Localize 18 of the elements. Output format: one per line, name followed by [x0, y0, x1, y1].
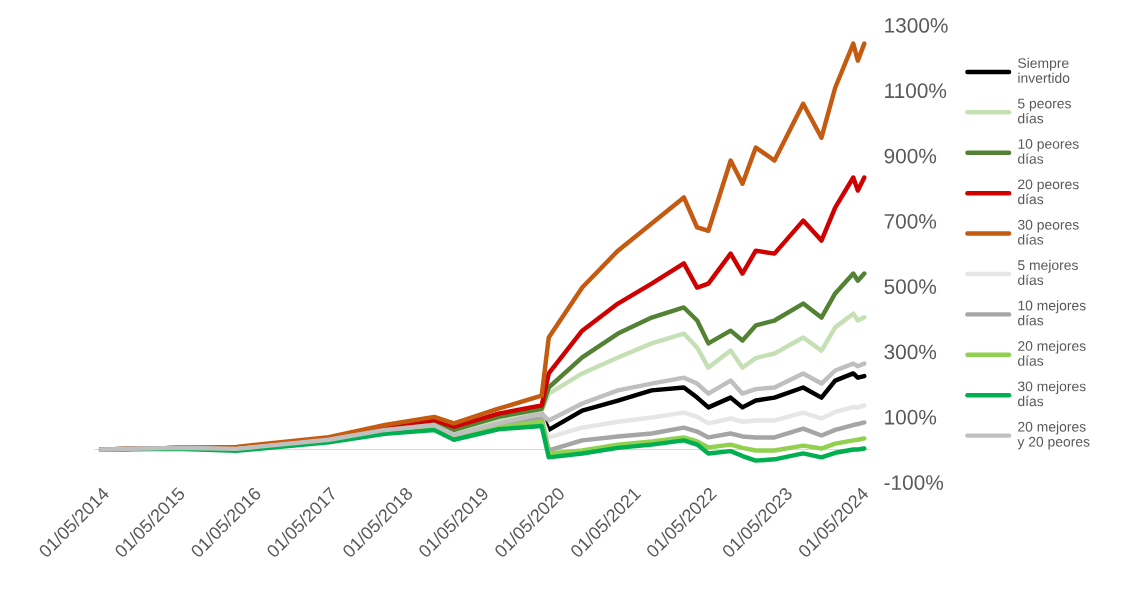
- y-tick-label: 900%: [884, 148, 937, 164]
- legend-label: 20 mejores y 20 peores: [1017, 421, 1090, 450]
- legend-label: Siempre invertido: [1018, 57, 1070, 83]
- legend-label: 20 peores días: [1018, 179, 1079, 205]
- legend-label: 10 mejores días: [1018, 300, 1086, 326]
- y-tick-label: 100%: [885, 409, 937, 425]
- y-tick-label: 500%: [884, 279, 937, 294]
- legend-label: 5 mejores días: [1017, 259, 1078, 286]
- y-tick-label: -100%: [884, 475, 944, 490]
- y-tick-label: 1100%: [885, 83, 947, 99]
- legend-label: 20 mejores días: [1018, 340, 1086, 366]
- legend-label: 5 peores días: [1017, 98, 1071, 124]
- legend-label: 30 peores días: [1017, 219, 1079, 245]
- legend-label: 30 mejores días: [1017, 381, 1086, 407]
- legend-label: 10 peores días: [1018, 138, 1079, 164]
- y-tick-label: 300%: [884, 344, 937, 360]
- y-tick-label: 700%: [884, 213, 937, 229]
- y-tick-label: 1300%: [885, 18, 948, 33]
